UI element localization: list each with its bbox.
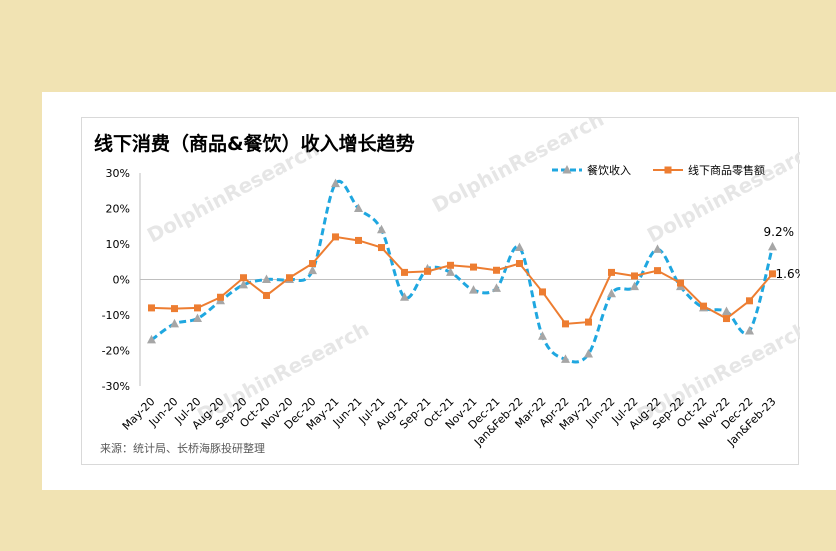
data-point-retail [309,260,316,268]
data-point-canyin [515,242,524,252]
data-point-canyin [446,267,455,276]
data-point-retail [148,304,155,312]
data-point-retail [654,267,661,275]
series-layer [147,178,777,364]
data-point-canyin [768,241,777,251]
data-point-canyin [400,292,409,301]
data-point-canyin [561,354,570,363]
data-point-retail [585,318,592,326]
data-point-retail [286,274,293,282]
data-point-canyin [239,279,248,289]
series-line-canyin [150,179,774,364]
data-point-canyin [584,349,593,358]
data-point-retail [217,293,224,301]
y-tick-label: 30% [106,167,130,180]
chart-area: DolphinResearch DolphinResearch DolphinR… [81,117,801,465]
data-point-canyin [722,306,731,315]
data-point-retail [447,261,454,269]
line-chart: DolphinResearch DolphinResearch DolphinR… [94,118,801,455]
data-point-retail [516,260,523,268]
legend-label-retail: 线下商品零售额 [688,163,765,177]
data-point-canyin [262,274,271,283]
data-point-retail [746,297,753,305]
data-label: 1.6% [776,267,801,281]
series-line-retail [151,235,774,325]
data-point-retail [378,244,385,252]
data-point-retail [470,263,477,271]
y-tick-label: -30% [102,380,130,393]
legend-label-canyin: 餐饮收入 [587,163,631,177]
data-point-retail [355,236,362,244]
chart-source: 来源：统计局、长桥海豚投研整理 [100,441,265,455]
data-point-retail [723,315,730,323]
data-point-canyin [354,203,363,212]
chart-title: 线下消费（商品&餐饮）收入增长趋势 [94,132,415,155]
data-point-canyin [538,331,547,340]
data-point-retail [194,304,201,312]
data-label: 9.2% [764,225,795,239]
y-tick-label: -20% [102,345,130,358]
data-point-canyin [170,318,179,328]
data-point-retail [677,279,684,287]
data-point-retail [608,268,615,276]
legend-marker-canyin [562,165,572,174]
data-point-retail [401,268,408,276]
y-tick-label: -10% [102,309,130,322]
data-labels: 9.2% 1.6% [764,225,801,281]
data-point-retail [240,274,247,282]
data-point-canyin [630,281,639,291]
legend: 餐饮收入 线下商品零售额 [552,163,765,177]
data-point-retail [332,233,339,241]
data-point-canyin [469,285,478,294]
legend-marker-retail [664,166,672,174]
data-point-canyin [377,224,386,234]
data-point-canyin [331,178,340,188]
data-point-canyin [492,283,501,292]
data-point-retail [493,266,500,274]
data-point-canyin [308,265,317,275]
data-point-canyin [147,334,156,344]
y-tick-label: 10% [106,238,130,251]
data-point-canyin [193,313,202,323]
data-point-retail [700,302,707,310]
watermark-text: DolphinResearch [428,118,608,217]
data-point-retail [171,305,178,313]
data-point-retail [539,288,546,296]
y-tick-label: 20% [106,203,130,216]
data-point-retail [263,291,270,299]
data-point-canyin [653,244,662,253]
data-point-retail [562,320,569,328]
data-point-retail [424,267,431,275]
data-point-retail [769,270,776,278]
y-tick-label: 0% [113,274,130,287]
data-point-canyin [745,325,754,335]
data-point-retail [631,272,638,280]
data-point-canyin [607,288,616,298]
